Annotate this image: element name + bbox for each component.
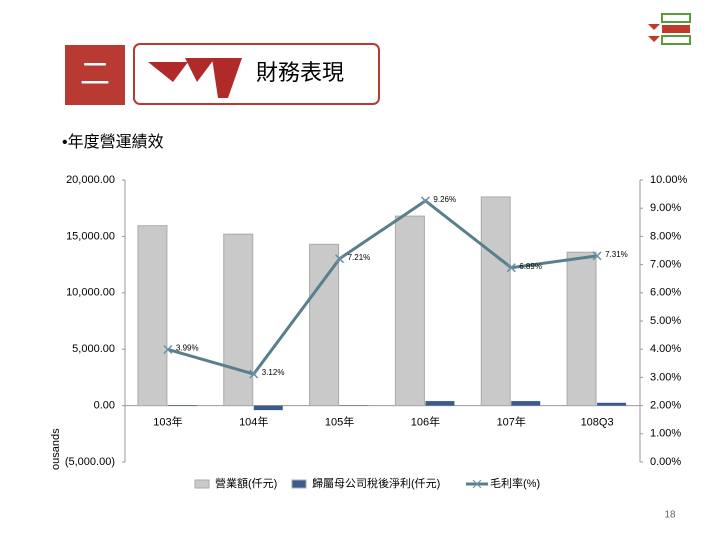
y-tick-label: 15,000.00 <box>66 230 115 242</box>
y-tick-label: (5,000.00) <box>65 456 115 468</box>
legend-label: 毛利率(%) <box>490 476 540 490</box>
logo <box>148 58 242 98</box>
marker <box>249 369 259 379</box>
marker <box>163 344 173 355</box>
section-box <box>65 45 125 105</box>
bar <box>480 196 511 407</box>
legend-label: 歸屬母公司稅後淨利(仟元) <box>312 476 440 490</box>
bar <box>597 402 627 406</box>
legend-swatch <box>194 479 210 489</box>
x-tick-label: 106年 <box>411 415 440 429</box>
bar <box>566 251 597 407</box>
y2-tick-label: 7.00% <box>650 259 681 271</box>
bar <box>309 243 340 407</box>
marker <box>506 263 516 273</box>
y2-tick-label: 6.00% <box>650 287 681 299</box>
x-tick-label: 105年 <box>325 415 354 429</box>
value-label: 3.99% <box>176 344 199 353</box>
y2-tick-label: 2.00% <box>650 400 681 412</box>
y2-tick-label: 5.00% <box>650 315 681 327</box>
y2-tick-label: 8.00% <box>650 230 681 242</box>
y2-tick-label: 3.00% <box>650 371 681 383</box>
bar <box>425 401 455 406</box>
x-tick-label: 107年 <box>497 415 526 429</box>
value-label: 7.31% <box>605 250 628 259</box>
marker <box>420 196 430 206</box>
page-number: 18 <box>664 510 676 521</box>
y2-tick-label: 10.00% <box>650 174 688 186</box>
y2-tick-label: 4.00% <box>650 343 681 355</box>
value-label: 7.21% <box>348 253 371 262</box>
decor-icon <box>648 13 691 45</box>
x-tick-label: 108Q3 <box>581 417 614 429</box>
y-axis-title: ousands <box>50 428 62 470</box>
bar <box>223 233 254 407</box>
legend-label: 營業額(仟元) <box>215 477 277 490</box>
bar <box>511 401 541 406</box>
y2-tick-label: 1.00% <box>650 428 681 440</box>
bar <box>253 405 283 411</box>
y-tick-label: 5,000.00 <box>72 343 115 355</box>
bar <box>137 225 168 407</box>
bullet: •年度營運績效 <box>62 133 164 151</box>
value-label: 9.26% <box>433 195 456 204</box>
y2-tick-label: 0.00% <box>650 456 681 468</box>
y-tick-label: 10,000.00 <box>66 287 115 299</box>
x-tick-label: 104年 <box>239 415 268 429</box>
legend-swatch <box>291 479 307 489</box>
legend-marker <box>472 479 482 489</box>
marker <box>592 251 602 261</box>
x-tick-label: 103年 <box>153 415 182 429</box>
y2-tick-label: 9.00% <box>650 202 681 214</box>
marker <box>335 254 345 264</box>
bar <box>394 215 425 407</box>
slide-title: 財務表現 <box>256 60 344 85</box>
value-label: 6.89% <box>519 262 542 271</box>
value-label: 3.12% <box>262 368 285 377</box>
line <box>167 199 598 376</box>
section-number: 二 <box>80 58 110 91</box>
bar <box>167 405 197 406</box>
y-tick-label: 20,000.00 <box>66 174 115 186</box>
y-tick-label: 0.00 <box>94 400 115 412</box>
